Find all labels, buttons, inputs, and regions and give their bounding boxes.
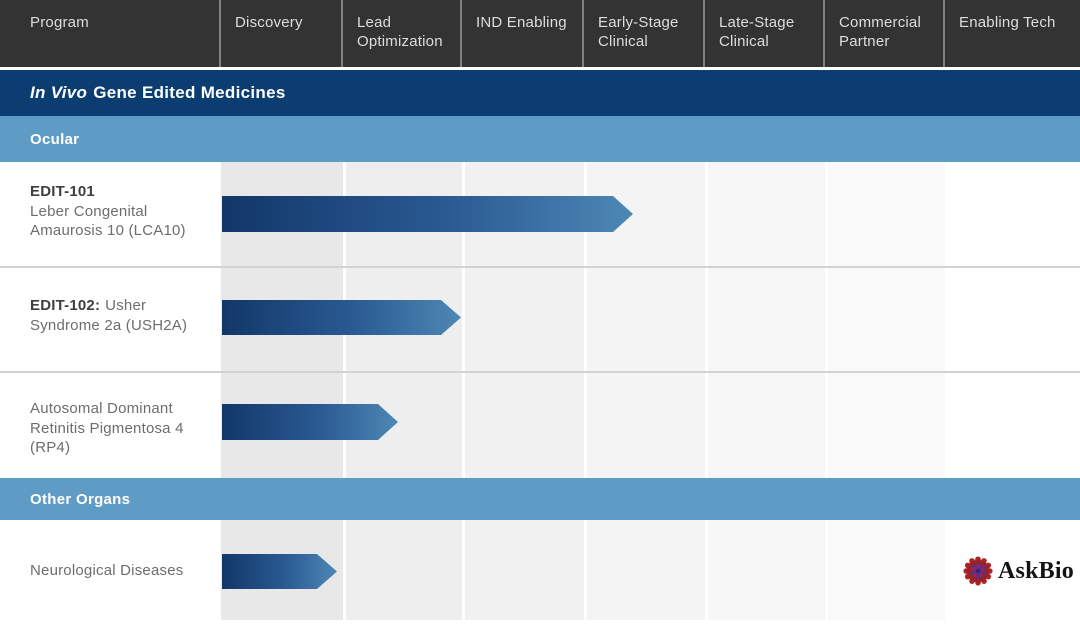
progress-bar-edit-101 (222, 196, 633, 232)
askbio-logo: AskBio (963, 556, 1074, 586)
stage-header: Program Discovery Lead Optimization IND … (0, 0, 1080, 67)
program-description-line: Neurological Diseases (30, 562, 184, 579)
program-description-line: Autosomal Dominant (30, 400, 173, 417)
row-separator (0, 371, 1080, 373)
group-label-other-organs: Other Organs (30, 490, 131, 508)
category-title: Gene Edited Medicines (93, 83, 286, 102)
column-stripe-early-stage-clinical (587, 162, 705, 620)
askbio-logo-text: AskBio (998, 557, 1074, 584)
header-col-enabling-tech: Enabling Tech (959, 14, 1056, 31)
program-description-line: Leber Congenital (30, 202, 148, 220)
column-stripe-lead-optimization (346, 162, 462, 620)
program-description-line: (RP4) (30, 439, 71, 456)
column-stripe-late-stage-clinical (708, 162, 825, 620)
header-col-early-stage-clinical: Early-Stage Clinical (584, 0, 705, 67)
header-col-late-stage-clinical: Late-Stage Clinical (705, 0, 825, 67)
header-col-lead-optimization: Lead Optimization (343, 0, 462, 67)
column-stripe-ind-enabling (465, 162, 584, 620)
program-label-neurological-diseases: Neurological Diseases (30, 561, 220, 581)
group-band-ocular: Ocular (0, 116, 1080, 162)
program-name: EDIT-101 (30, 183, 95, 200)
column-stripe-discovery (221, 162, 343, 620)
program-label-edit-102: EDIT-102: Usher Syndrome 2a (USH2A) (30, 296, 220, 335)
progress-bar-edit-102 (222, 300, 461, 335)
progress-bar-neurological-diseases (222, 554, 337, 589)
header-col-discovery: Discovery (221, 0, 343, 67)
program-label-edit-101: EDIT-101 Leber Congenital Amaurosis 10 (… (30, 182, 220, 241)
group-label-ocular: Ocular (30, 130, 80, 148)
program-description-line: Retinitis Pigmentosa 4 (30, 419, 184, 437)
row-separator (0, 266, 1080, 268)
category-title-italic: In Vivo (30, 83, 88, 102)
column-stripe-enabling-tech (948, 162, 1080, 620)
program-name: EDIT-102: (30, 297, 101, 314)
program-description-line: Syndrome 2a (USH2A) (30, 316, 188, 334)
askbio-capsid-icon (963, 556, 993, 586)
program-description-line: Amaurosis 10 (LCA10) (30, 222, 186, 239)
progress-bar-rp4 (222, 404, 398, 440)
column-stripe-commercial-partner (828, 162, 945, 620)
header-col-commercial-partner: Commercial Partner (825, 0, 945, 67)
group-band-other-organs: Other Organs (0, 478, 1080, 520)
program-description-inline: Usher (105, 297, 147, 314)
header-col-ind-enabling: IND Enabling (462, 0, 584, 67)
category-band-in-vivo: In Vivo Gene Edited Medicines (0, 70, 1080, 116)
header-col-program: Program (0, 0, 221, 67)
program-label-rp4: Autosomal Dominant Retinitis Pigmentosa … (30, 399, 220, 458)
program-name-line: EDIT-102: Usher (30, 296, 220, 316)
